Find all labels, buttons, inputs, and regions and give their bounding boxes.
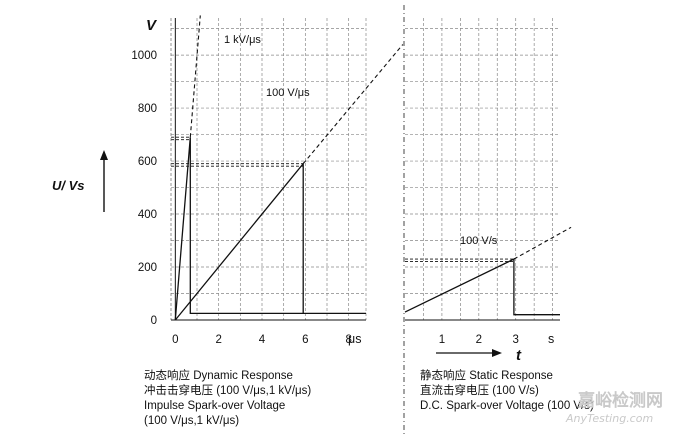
- y-tick-label: 0: [151, 315, 157, 327]
- series-line-100-v-s-solid: [404, 258, 560, 316]
- caption-left: 动态响应 Dynamic Response 冲击击穿电压 (100 V/μs,1…: [144, 369, 311, 429]
- caption-right-line1: 静态响应 Static Response: [420, 370, 553, 382]
- series-line-100-v-s-dashed: [513, 226, 572, 260]
- u-vs-arrow-head: [100, 150, 108, 160]
- watermark-en: AnyTesting.com: [566, 412, 654, 425]
- x-tick-label-dynamic: 2: [215, 334, 221, 346]
- grid: [171, 18, 560, 320]
- caption-left-line2: 冲击击穿电压 (100 V/μs,1 kV/μs): [144, 385, 312, 397]
- t-arrow-head: [492, 349, 502, 357]
- x-tick-label-static: 2: [476, 334, 482, 346]
- x-unit-dynamic: μs: [348, 332, 361, 346]
- x-tick-label-dynamic: 0: [172, 334, 178, 346]
- y-tick-label: 800: [138, 103, 157, 115]
- caption-left-line1: 动态响应 Dynamic Response: [144, 370, 293, 382]
- annotation-100v-us: 100 V/μs: [266, 87, 310, 99]
- watermark-cn: 嘉峪检测网: [578, 391, 663, 411]
- annotation-1kv: 1 kV/μs: [224, 34, 261, 46]
- caption-right-line2: 直流击穿电压 (100 V/s): [420, 385, 539, 397]
- series-line-1-kv-s-dashed: [189, 15, 201, 138]
- x-tick-label-dynamic: 8: [345, 334, 351, 346]
- y-tick-label: 400: [138, 209, 157, 221]
- x-tick-label-static: 3: [513, 334, 519, 346]
- u-vs-label: U/ Vs: [52, 178, 85, 193]
- y-tick-label: 1000: [131, 50, 157, 62]
- x-tick-label-dynamic: 6: [302, 334, 308, 346]
- caption-right-line3: D.C. Spark-over Voltage (100 V/s): [420, 400, 594, 412]
- annotation-100v-s: 100 V/s: [460, 235, 498, 247]
- series-line-100-v-s-solid: [174, 161, 304, 321]
- caption-right: 静态响应 Static Response 直流击穿电压 (100 V/s) D.…: [420, 369, 594, 414]
- caption-left-line4: (100 V/μs,1 kV/μs): [144, 415, 240, 427]
- y-axis-label: V: [146, 17, 158, 34]
- series-line-1-kv-s-solid: [174, 137, 366, 321]
- reference-lines: [171, 136, 514, 263]
- y-tick-label: 200: [138, 262, 157, 274]
- y-tick-label: 600: [138, 156, 157, 168]
- series: [174, 15, 572, 321]
- axes: [170, 18, 560, 321]
- tick-labels: 0 2 4 6 8 0 200 400 600 800 1000 1 2 3: [131, 50, 519, 346]
- caption-left-line3: Impulse Spark-over Voltage: [144, 400, 286, 412]
- series-line-100-v-s-dashed: [302, 44, 404, 165]
- t-axis-label: t: [516, 347, 522, 364]
- x-unit-static: s: [548, 332, 554, 346]
- x-tick-label-dynamic: 4: [259, 334, 266, 346]
- x-tick-label-static: 1: [439, 334, 445, 346]
